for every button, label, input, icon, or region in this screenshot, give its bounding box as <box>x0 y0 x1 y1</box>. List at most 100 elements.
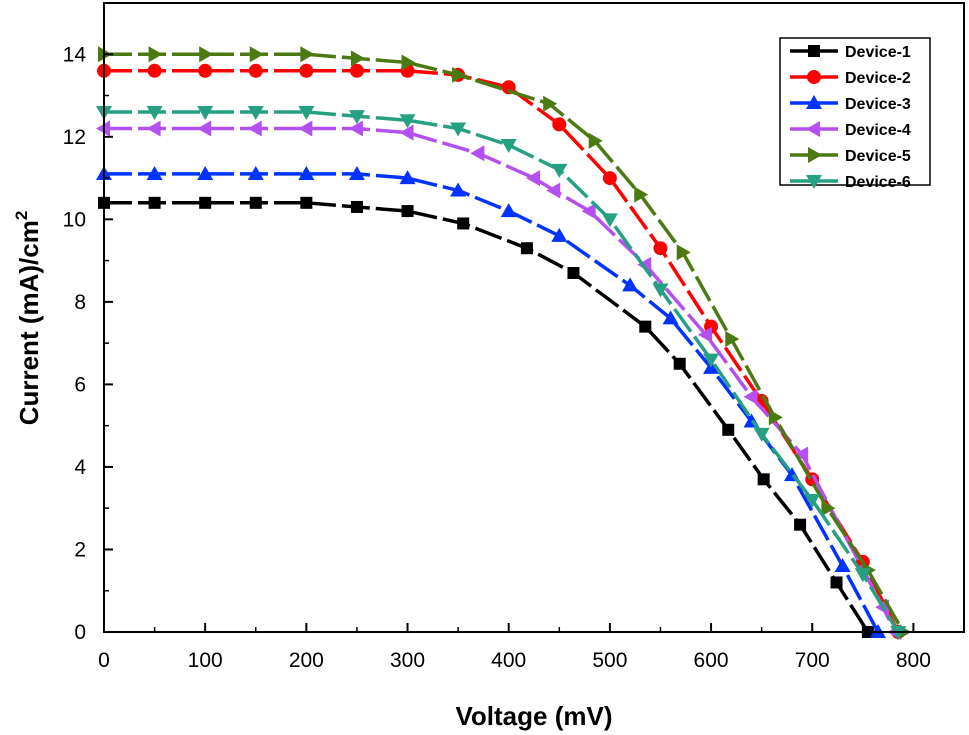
data-point <box>350 50 365 67</box>
y-axis-title: Current (mA)/cm2 <box>12 211 44 426</box>
data-point <box>725 331 740 348</box>
legend: Device-1 Device-2 Device-3 Device-4 Device-5… <box>779 37 931 191</box>
data-point <box>520 242 533 255</box>
y-tick-label: 12 <box>63 126 86 149</box>
x-tick-label: 100 <box>188 649 223 672</box>
data-point <box>546 182 561 199</box>
legend-label: Device-3 <box>845 96 911 113</box>
data-point <box>298 165 315 180</box>
data-point <box>399 114 416 129</box>
data-point <box>348 165 365 180</box>
legend-box <box>779 37 931 186</box>
data-point <box>588 132 603 149</box>
legend-marker <box>808 147 822 163</box>
legend-item-5: Device-5 <box>790 147 911 165</box>
series-4 <box>96 120 902 640</box>
data-point <box>567 266 580 279</box>
legend-label: Device-2 <box>845 70 911 87</box>
data-point <box>551 163 568 178</box>
data-point <box>753 427 770 442</box>
legend-marker <box>807 70 821 84</box>
data-point <box>349 63 364 78</box>
data-point <box>450 122 467 137</box>
data-point <box>830 576 843 589</box>
data-point <box>634 186 649 203</box>
data-point <box>350 200 363 213</box>
series-line <box>104 110 900 633</box>
data-point <box>622 277 639 292</box>
data-point <box>146 106 163 121</box>
data-point <box>500 139 517 154</box>
legend-item-3: Device-3 <box>790 95 911 113</box>
data-point <box>602 171 617 186</box>
x-tick-label: 0 <box>98 649 110 672</box>
x-tick-label: 700 <box>795 649 830 672</box>
legend-marker <box>806 121 820 137</box>
y-axis-title-text: Current (mA)/cm <box>14 220 44 425</box>
data-point <box>581 203 596 220</box>
data-point <box>247 120 262 137</box>
data-point <box>551 227 568 242</box>
data-point <box>500 203 517 218</box>
data-point <box>197 120 212 137</box>
data-point <box>662 310 679 325</box>
data-point <box>450 182 467 197</box>
data-point <box>794 518 807 531</box>
y-tick-label: 8 <box>74 291 86 314</box>
data-point <box>249 196 262 209</box>
data-point <box>703 353 720 368</box>
data-point <box>348 110 365 125</box>
series-line <box>104 126 897 633</box>
legend-label: Device-4 <box>845 122 911 139</box>
legend-marker <box>806 175 822 189</box>
data-point <box>298 106 315 121</box>
data-point <box>199 46 214 63</box>
data-point <box>197 106 214 121</box>
legend-label: Device-6 <box>845 174 911 191</box>
y-tick-label: 14 <box>63 43 87 66</box>
y-tick-label: 10 <box>63 208 86 231</box>
data-point <box>676 244 691 261</box>
y-axis-title-superscript: 2 <box>12 211 31 220</box>
data-point <box>399 124 414 141</box>
data-point <box>821 500 836 517</box>
data-point <box>722 423 735 436</box>
data-point <box>247 106 264 121</box>
data-point <box>401 54 416 71</box>
data-point <box>399 170 416 185</box>
data-point <box>457 217 470 230</box>
data-point <box>247 165 264 180</box>
y-tick-label: 2 <box>74 538 86 561</box>
data-point <box>601 213 618 228</box>
axis-ticks-layer: 0 100 200 300 400 500 600 700 800 0 2 4 6 8 10 12 14 <box>63 43 931 672</box>
legend-item-6: Device-6 <box>790 174 911 191</box>
series-line <box>104 69 900 633</box>
plot-frame <box>103 2 965 633</box>
series-6 <box>96 106 907 640</box>
data-point <box>743 388 758 405</box>
y-tick-label: 6 <box>74 373 86 396</box>
data-point <box>768 409 783 426</box>
x-tick-label: 800 <box>896 649 931 672</box>
x-tick-label: 300 <box>390 649 425 672</box>
data-point <box>199 196 212 209</box>
data-point <box>652 283 669 298</box>
data-point <box>673 357 686 370</box>
data-point <box>148 46 163 63</box>
data-point <box>198 63 213 78</box>
legend-marker <box>808 45 820 57</box>
legend-item-4: Device-4 <box>790 121 911 139</box>
data-point <box>653 241 668 256</box>
data-point <box>543 95 558 112</box>
x-tick-label: 500 <box>592 649 627 672</box>
legend-marker <box>806 95 822 109</box>
legend-label: Device-1 <box>845 44 911 61</box>
x-axis-title: Voltage (mV) <box>456 701 613 731</box>
data-point <box>197 165 214 180</box>
data-point <box>248 63 263 78</box>
data-point <box>552 117 567 132</box>
data-point <box>348 120 363 137</box>
legend-item-2: Device-2 <box>790 70 911 87</box>
data-point <box>300 46 315 63</box>
